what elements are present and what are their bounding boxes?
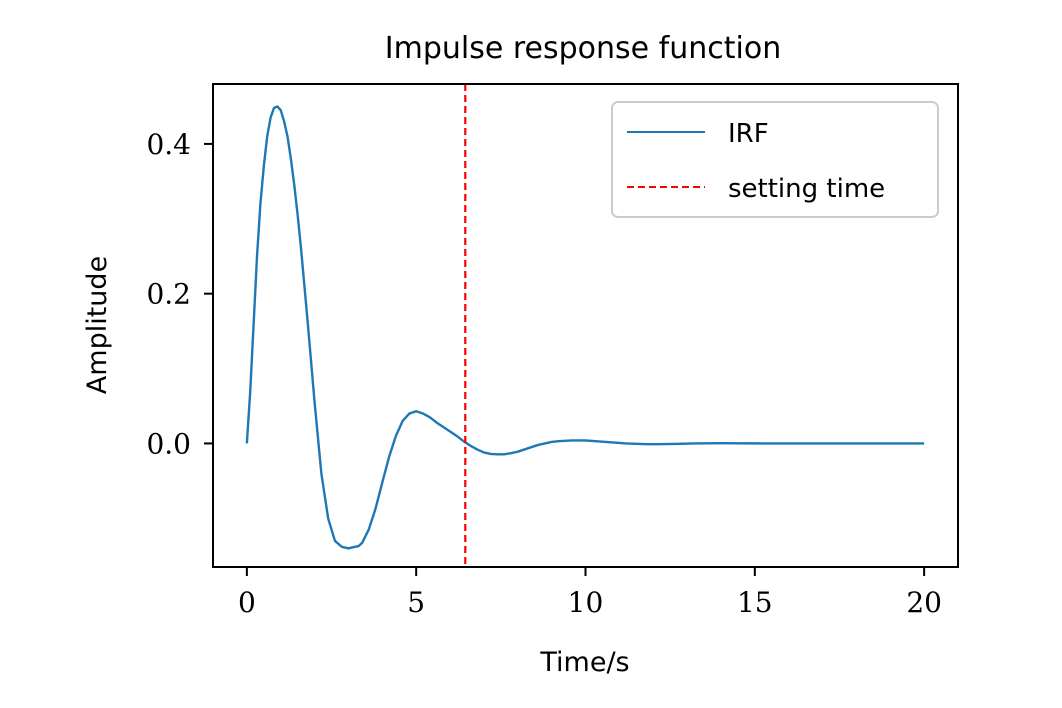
x-tick-label: 15 — [737, 586, 773, 619]
x-tick-label: 0 — [238, 586, 256, 619]
x-axis-label: Time/s — [539, 647, 629, 678]
legend-label-setting-time: setting time — [728, 174, 885, 204]
x-tick-label: 5 — [407, 586, 425, 619]
y-tick-label: 0.0 — [146, 427, 191, 460]
y-tick-label: 0.4 — [146, 128, 191, 161]
y-axis-label: Amplitude — [82, 256, 113, 394]
series-line-irf — [245, 105, 925, 550]
y-tick-label: 0.2 — [146, 278, 191, 311]
legend-box — [611, 101, 939, 218]
legend-label-irf: IRF — [728, 119, 769, 149]
x-tick-label: 10 — [568, 586, 604, 619]
chart-title: Impulse response function — [385, 31, 781, 66]
legend: IRF setting time — [611, 101, 939, 218]
x-tick-label: 20 — [906, 586, 942, 619]
